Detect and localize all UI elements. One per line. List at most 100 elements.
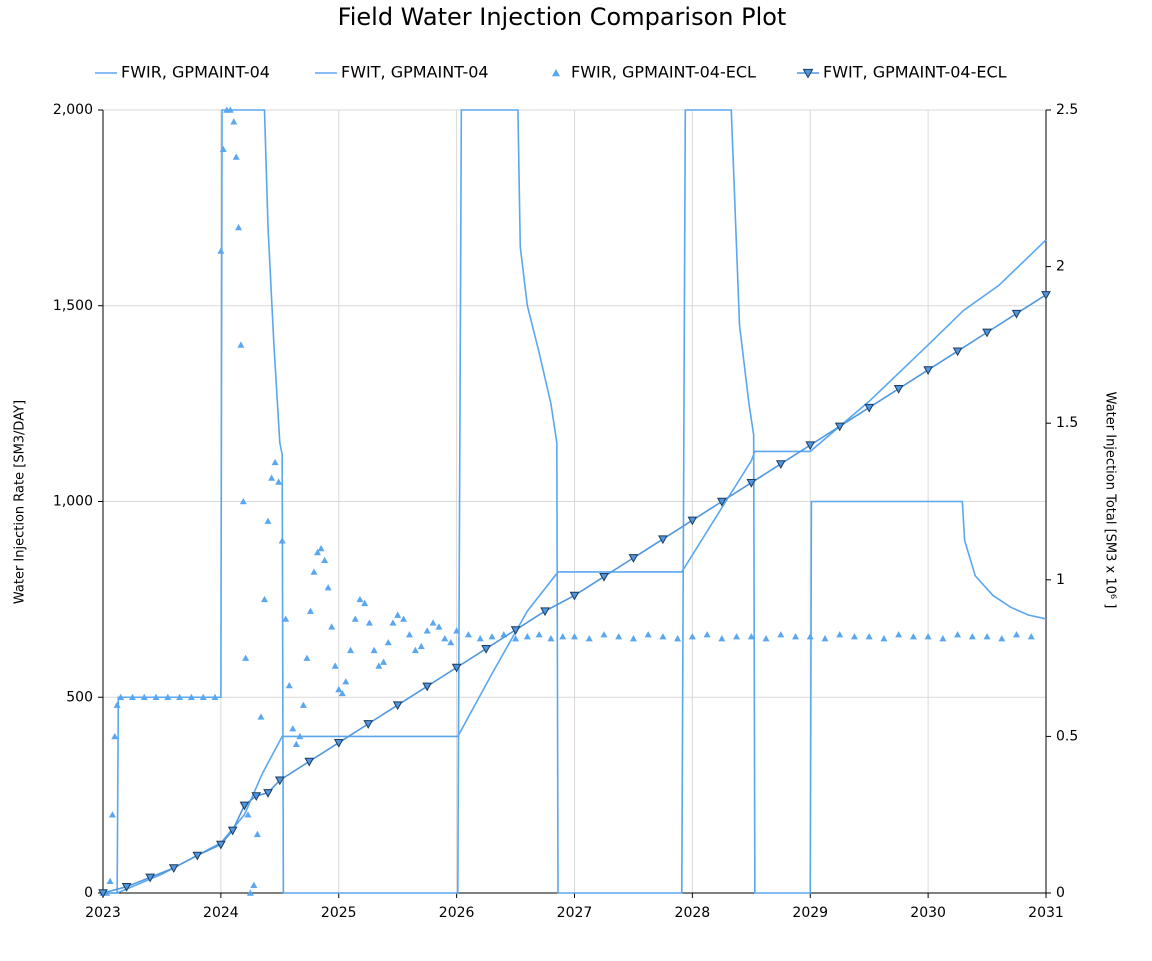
data-point [338, 689, 346, 697]
data-point [164, 693, 172, 701]
data-point [939, 635, 947, 642]
x-tick-label: 2024 [203, 905, 239, 921]
data-point [324, 584, 332, 591]
data-point [836, 631, 844, 638]
data-point [268, 474, 276, 481]
data-point [335, 685, 343, 693]
data-point [237, 341, 245, 348]
data-point [850, 633, 858, 640]
data-point [394, 611, 402, 618]
data-point [400, 615, 408, 622]
data-point [310, 568, 318, 575]
data-point [952, 347, 963, 357]
data-point [923, 366, 933, 375]
data-point [303, 654, 311, 661]
data-point [571, 633, 578, 640]
series-line [103, 239, 1047, 894]
data-point [423, 627, 431, 634]
y2-tick-label: 1.5 [1056, 415, 1078, 431]
data-point [893, 385, 904, 394]
data-point [145, 873, 155, 883]
data-point [98, 889, 108, 899]
series-line [103, 109, 1047, 894]
data-point [481, 645, 491, 654]
data-point [1011, 309, 1022, 319]
data-point [246, 889, 254, 896]
data-point [880, 635, 888, 642]
data-point [865, 633, 873, 640]
data-point [805, 441, 816, 451]
data-point [746, 479, 757, 488]
data-point [227, 826, 238, 836]
x-tick-label: 2025 [321, 905, 357, 921]
data-point [909, 633, 917, 640]
data-point [260, 595, 268, 603]
y2-tick-label: 0 [1056, 885, 1065, 901]
y-tick-label: 500 [66, 689, 93, 705]
data-point [547, 635, 555, 642]
data-point [111, 732, 119, 740]
data-point [747, 633, 755, 640]
legend-label: FWIT, GPMAINT-04-ECL [823, 63, 1007, 82]
data-point [422, 682, 433, 692]
data-point [117, 693, 125, 701]
x-tick-label: 2026 [439, 905, 475, 921]
data-point [585, 635, 593, 642]
data-point [380, 658, 388, 665]
data-point [998, 635, 1006, 642]
data-point [216, 840, 226, 850]
data-point [152, 693, 160, 701]
y2-tick-label: 2.5 [1056, 102, 1078, 118]
data-point [476, 635, 484, 642]
legend-label: FWIR, GPMAINT-04 [121, 63, 270, 82]
y2-tick-label: 0.5 [1056, 728, 1078, 744]
data-point [615, 633, 623, 640]
data-point [113, 701, 121, 708]
data-point [317, 544, 325, 552]
data-point [688, 633, 696, 640]
y-tick-label: 1,500 [53, 298, 93, 314]
data-point [140, 693, 148, 701]
data-point [464, 631, 472, 638]
data-point [219, 145, 227, 152]
data-point [954, 631, 962, 638]
data-point [278, 537, 286, 544]
data-point [363, 720, 374, 729]
data-point [328, 623, 336, 630]
data-point [351, 615, 359, 622]
data-point [599, 572, 609, 582]
x-tick-label: 2029 [792, 905, 828, 921]
data-point [569, 591, 580, 601]
data-point [405, 631, 413, 638]
data-point [299, 701, 307, 708]
data-point [411, 646, 419, 654]
data-point [792, 633, 800, 640]
data-point [600, 631, 608, 638]
data-point [106, 877, 114, 885]
data-point [251, 792, 262, 801]
data-point [306, 607, 314, 614]
data-point [264, 517, 272, 524]
data-point [417, 642, 425, 650]
data-point [453, 627, 461, 634]
data-point [361, 599, 369, 607]
data-point [226, 106, 234, 113]
data-point [512, 635, 520, 642]
data-point [392, 701, 403, 711]
data-point [429, 619, 437, 626]
data-point [217, 247, 225, 254]
data-point [488, 633, 496, 640]
data-point [629, 635, 637, 642]
data-point [271, 458, 279, 466]
x-tick-label: 2031 [1028, 905, 1064, 921]
data-point [451, 663, 462, 673]
data-point [274, 776, 285, 786]
data-point [924, 633, 932, 640]
data-point [1013, 631, 1021, 638]
data-point [275, 478, 283, 485]
data-point [864, 403, 875, 413]
data-point [333, 738, 344, 748]
data-point [658, 535, 668, 545]
data-point [331, 662, 339, 669]
